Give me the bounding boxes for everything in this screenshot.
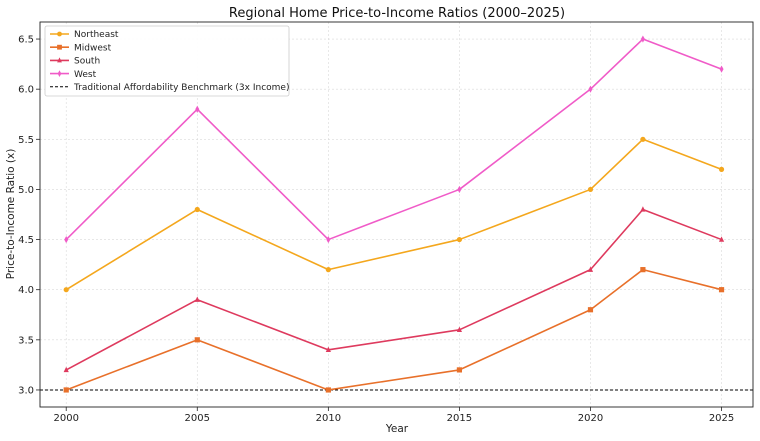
legend-marker: [57, 70, 62, 77]
data-point-west: [326, 235, 331, 244]
series-layer: [63, 35, 725, 393]
legend-item-midwest: Midwest: [50, 43, 112, 53]
data-point-midwest: [63, 387, 69, 393]
data-point-south: [63, 366, 69, 373]
y-tick-label: 4.5: [18, 235, 34, 246]
y-tick-label: 4.0: [18, 285, 34, 296]
data-point-west: [457, 185, 462, 194]
data-point-midwest: [325, 387, 331, 393]
chart-title: Regional Home Price-to-Income Ratios (20…: [229, 6, 565, 21]
legend-box: [44, 25, 290, 97]
data-point-west: [640, 35, 645, 43]
y-tick-label: 5.5: [18, 135, 34, 146]
legend: Northeast Midwest South West Traditional Aff…: [44, 25, 290, 97]
plot-frame: [39, 21, 754, 408]
x-axis-label: Year: [385, 423, 409, 435]
series-line-midwest: [65, 268, 722, 391]
y-tick-label: 6.5: [18, 35, 34, 46]
legend-item-northeast: Northeast: [50, 30, 119, 40]
data-point-northeast: [718, 166, 725, 172]
legend-label: West: [74, 70, 97, 80]
data-point-west: [64, 235, 69, 244]
data-point-midwest: [640, 267, 646, 273]
y-axis-label: Price-to-Income Ratio (x): [5, 149, 17, 280]
data-point-midwest: [456, 367, 463, 373]
data-point-northeast: [640, 136, 646, 142]
x-tick-label: 2010: [316, 413, 341, 424]
data-point-west: [195, 105, 200, 113]
data-point-northeast: [194, 206, 200, 213]
x-tick-label: 2015: [447, 413, 472, 424]
legend-label: Midwest: [74, 43, 112, 53]
legend-label: Traditional Affordability Benchmark (3x …: [73, 83, 289, 93]
y-tick-label: 3.0: [18, 385, 34, 396]
series-south: [63, 206, 725, 373]
data-point-south: [640, 206, 646, 212]
data-point-south: [325, 346, 331, 353]
data-point-west: [719, 65, 724, 73]
data-point-midwest: [194, 337, 200, 343]
data-point-west: [588, 85, 593, 93]
y-tick-label: 6.0: [18, 85, 34, 96]
legend-label: South: [74, 57, 100, 67]
x-tick-label: 2020: [578, 413, 603, 424]
legend-label: Northeast: [74, 30, 119, 40]
tick-layer: 2000 2005 2010 2015 2020 2025 3.0 3.5 4.0 4.5 5.0 5…: [18, 35, 734, 424]
legend-item-west: West: [50, 70, 97, 80]
data-point-south: [718, 236, 725, 242]
legend-marker: [57, 57, 62, 63]
series-northeast: [63, 136, 725, 293]
x-tick-label: 2005: [185, 413, 210, 424]
data-point-midwest: [587, 307, 594, 313]
data-point-northeast: [63, 287, 69, 293]
data-point-northeast: [587, 186, 594, 193]
legend-item-traditional-affordability-benchmark-3x-income: Traditional Affordability Benchmark (3x …: [50, 83, 289, 93]
data-point-south: [456, 326, 463, 332]
data-point-northeast: [456, 236, 463, 243]
legend-marker: [57, 31, 62, 37]
data-point-northeast: [325, 267, 331, 273]
legend-marker: [57, 44, 62, 50]
y-tick-label: 3.5: [18, 335, 34, 346]
x-tick-label: 2025: [709, 413, 734, 424]
data-point-south: [194, 296, 200, 302]
y-tick-label: 5.0: [18, 185, 34, 196]
legend-item-south: South: [50, 57, 100, 67]
data-point-midwest: [718, 287, 725, 293]
data-point-south: [587, 266, 594, 272]
x-tick-label: 2000: [53, 413, 78, 424]
series-west: [64, 35, 724, 244]
series-midwest: [63, 267, 725, 393]
